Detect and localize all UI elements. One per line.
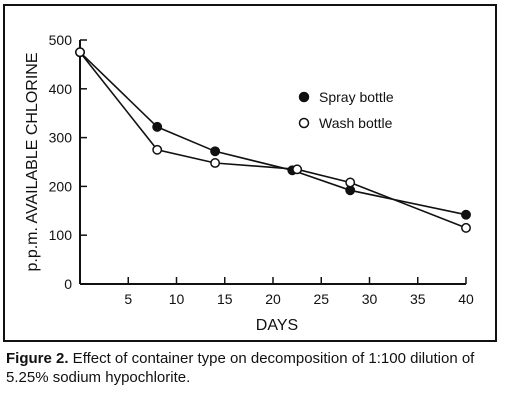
data-point-open — [345, 177, 356, 188]
line-chart: 0 100 200 300 400 500 5 10 15 20 25 30 35 40 Spray bo… — [24, 32, 474, 334]
legend-entry: Wash bottle — [319, 115, 393, 131]
data-point-filled — [152, 121, 163, 132]
x-tick-label: 25 — [313, 291, 329, 307]
legend: Spray bottle Wash bottle — [298, 89, 394, 131]
x-tick-label: 5 — [124, 291, 132, 307]
caption-text: Effect of container type on decompositio… — [6, 350, 475, 386]
caption-label: Figure 2. — [6, 350, 69, 367]
x-tick-label: 10 — [169, 291, 185, 307]
x-tick-label: 20 — [265, 291, 281, 307]
axes: 0 100 200 300 400 500 5 10 15 20 25 30 35 40 — [49, 32, 474, 307]
data-point-filled — [461, 209, 471, 220]
series-0 — [75, 47, 471, 220]
figure-frame — [3, 4, 497, 342]
y-tick-label: 500 — [49, 32, 73, 48]
x-axis-label: DAYS — [256, 317, 298, 334]
y-tick-label: 200 — [49, 178, 73, 194]
data-point-open — [152, 144, 163, 155]
y-tick-label: 100 — [49, 227, 73, 243]
series-line — [79, 51, 467, 229]
data-point-open — [461, 222, 471, 233]
legend-marker-filled — [298, 91, 310, 103]
x-tick-label: 30 — [362, 291, 378, 307]
data-point-open — [292, 164, 303, 175]
data-point-open — [210, 158, 221, 168]
y-tick-label: 300 — [49, 130, 73, 146]
y-axis-label: p.p.m. AVAILABLE CHLORINE — [24, 52, 41, 271]
series-1 — [75, 47, 471, 233]
legend-entry: Spray bottle — [319, 89, 394, 105]
data-point-open — [75, 47, 85, 58]
x-tick-label: 15 — [217, 291, 233, 307]
legend-marker-open — [298, 117, 310, 129]
series-line — [79, 51, 467, 216]
data-point-filled — [210, 146, 221, 157]
x-tick-label: 35 — [410, 291, 426, 307]
x-tick-label: 40 — [458, 291, 474, 307]
y-tick-label: 0 — [64, 276, 72, 292]
figure-caption: Figure 2. Effect of container type on de… — [6, 349, 500, 387]
series-layer — [75, 47, 471, 233]
y-tick-label: 400 — [49, 81, 73, 97]
